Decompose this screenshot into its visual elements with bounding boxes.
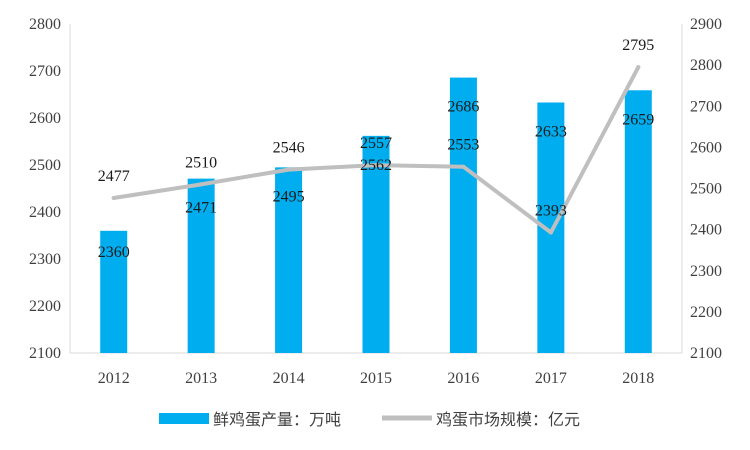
legend-swatch-bar xyxy=(159,413,209,424)
line-point xyxy=(111,195,116,200)
line-data-label: 2557 xyxy=(360,135,392,152)
y-left-tick-label: 2700 xyxy=(29,63,61,80)
y-left-tick-label: 2100 xyxy=(29,345,61,362)
x-tick-label: 2012 xyxy=(98,370,130,387)
y-left-tick-label: 2400 xyxy=(29,204,61,221)
y-right-tick-label: 2600 xyxy=(690,139,722,156)
legend-label-bar: 鲜鸡蛋产量：万吨 xyxy=(213,410,341,429)
bar-data-label: 2471 xyxy=(185,200,217,217)
y-right-tick-label: 2300 xyxy=(690,263,722,280)
bar xyxy=(362,135,390,353)
bar xyxy=(187,178,215,353)
x-tick-label: 2014 xyxy=(273,370,305,387)
bar xyxy=(100,230,128,353)
line-point xyxy=(636,65,641,70)
y-left-tick-label: 2800 xyxy=(29,16,61,33)
x-tick-label: 2018 xyxy=(622,370,654,387)
y-right-tick-label: 2800 xyxy=(690,57,722,74)
line-data-label: 2795 xyxy=(622,37,654,54)
bar-series xyxy=(100,77,652,354)
axes: 2100 2200 2300 2400 2500 2600 2700 2800 2100 2200… xyxy=(29,16,722,387)
line-data-label: 2393 xyxy=(535,203,567,220)
bar-data-label: 2360 xyxy=(98,244,130,261)
line-point xyxy=(374,163,378,168)
bar-data-label: 2495 xyxy=(273,188,305,205)
line-point xyxy=(548,230,553,235)
line-point xyxy=(461,164,466,169)
data-labels: 2360 2471 2495 2562 2686 2633 2659 2477 2510 2546… xyxy=(98,37,655,261)
line-point xyxy=(199,182,204,187)
line-data-label: 2477 xyxy=(98,168,130,185)
y-right-tick-label: 2200 xyxy=(690,304,722,321)
bar-data-label: 2686 xyxy=(447,99,479,116)
x-tick-label: 2017 xyxy=(535,370,567,387)
bar xyxy=(275,167,303,353)
bar-data-label: 2659 xyxy=(622,111,654,128)
line-data-label: 2510 xyxy=(185,154,217,171)
x-tick-label: 2013 xyxy=(185,370,217,387)
line-series xyxy=(111,65,641,235)
legend-label-line: 鸡蛋市场规模：亿元 xyxy=(436,410,580,429)
legend: 鲜鸡蛋产量：万吨 鸡蛋市场规模：亿元 xyxy=(159,410,580,429)
line-point xyxy=(286,167,291,172)
y-left-tick-label: 2500 xyxy=(29,157,61,174)
bar xyxy=(624,90,652,354)
bar-data-label: 2562 xyxy=(360,157,392,174)
bar xyxy=(449,77,477,353)
y-left-tick-label: 2300 xyxy=(29,251,61,268)
y-right-tick-label: 2100 xyxy=(690,345,722,362)
x-tick-label: 2015 xyxy=(360,370,392,387)
line-data-label: 2553 xyxy=(447,137,479,154)
y-left-tick-label: 2200 xyxy=(29,298,61,315)
y-right-tick-label: 2700 xyxy=(690,98,722,115)
bar-data-label: 2633 xyxy=(535,123,567,140)
line-data-label: 2546 xyxy=(273,140,305,157)
y-right-tick-label: 2900 xyxy=(690,16,722,33)
x-tick-label: 2016 xyxy=(447,370,479,387)
y-right-tick-label: 2400 xyxy=(690,222,722,239)
y-left-tick-label: 2600 xyxy=(29,110,61,127)
y-right-tick-label: 2500 xyxy=(690,181,722,198)
